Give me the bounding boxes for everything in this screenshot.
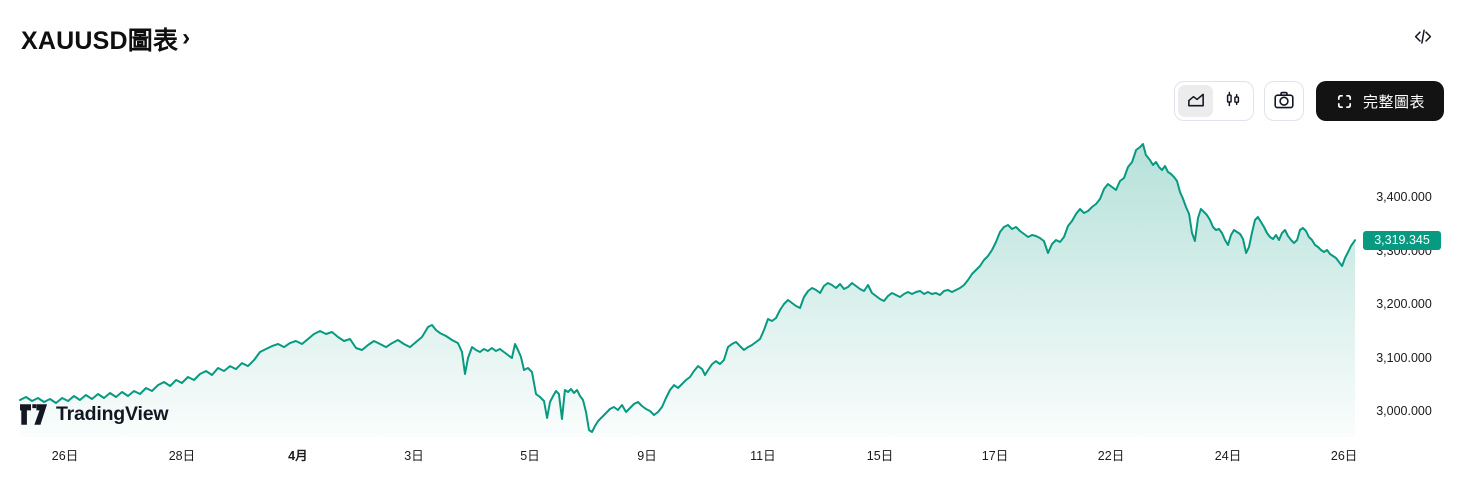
candlestick-icon (1222, 89, 1244, 114)
x-axis-label: 11日 (750, 449, 776, 463)
x-axis-label: 9日 (637, 449, 657, 463)
snapshot-camera-button[interactable] (1264, 81, 1304, 121)
camera-icon (1272, 88, 1296, 115)
x-axis-label: 17日 (981, 449, 1009, 463)
embed-code-button[interactable] (1404, 19, 1442, 57)
x-axis-label: 5日 (520, 449, 540, 463)
y-axis-tick: 3,100.000 (1376, 350, 1432, 365)
area-chart-type-button[interactable] (1178, 85, 1213, 117)
time-scale[interactable]: 26日 28日 4月 3日 5日 9日 11日 15日 17日 22日 24日 26日 (0, 445, 1466, 463)
area-fill (20, 144, 1355, 437)
page-title[interactable]: XAUUSD圖表 › (21, 21, 190, 57)
x-axis-label: 24日 (1214, 449, 1242, 463)
x-axis-label: 28日 (168, 449, 196, 463)
candlestick-chart-type-button[interactable] (1215, 85, 1250, 117)
chevron-right-icon: › (182, 24, 191, 51)
x-axis-label: 26日 (51, 449, 79, 463)
full-chart-button-label: 完整圖表 (1362, 93, 1425, 111)
fullscreen-icon (1335, 92, 1354, 111)
code-embed-icon (1411, 25, 1435, 52)
y-axis-tick: 3,400.000 (1376, 190, 1432, 204)
last-price-badge: 3,319.345 (1363, 230, 1441, 250)
tradingview-mark-icon (20, 403, 48, 426)
y-axis-tick: 3,000.000 (1376, 404, 1432, 418)
page-title-text: XAUUSD圖表 (21, 27, 179, 55)
x-axis-label: 22日 (1097, 449, 1125, 463)
x-axis-label: 4月 (288, 449, 308, 463)
price-line (19, 143, 1356, 433)
chart-type-toggle (1174, 81, 1254, 121)
full-chart-button[interactable]: 完整圖表 (1316, 81, 1444, 121)
tradingview-logo[interactable]: TradingView (20, 403, 169, 426)
x-axis-label: 3日 (404, 449, 424, 463)
x-axis-label: 26日 (1330, 449, 1358, 463)
x-axis-label: 15日 (866, 449, 894, 463)
area-chart-icon (1185, 89, 1207, 114)
y-axis-tick: 3,200.000 (1376, 297, 1432, 311)
tradingview-wordmark: TradingView (56, 403, 169, 425)
